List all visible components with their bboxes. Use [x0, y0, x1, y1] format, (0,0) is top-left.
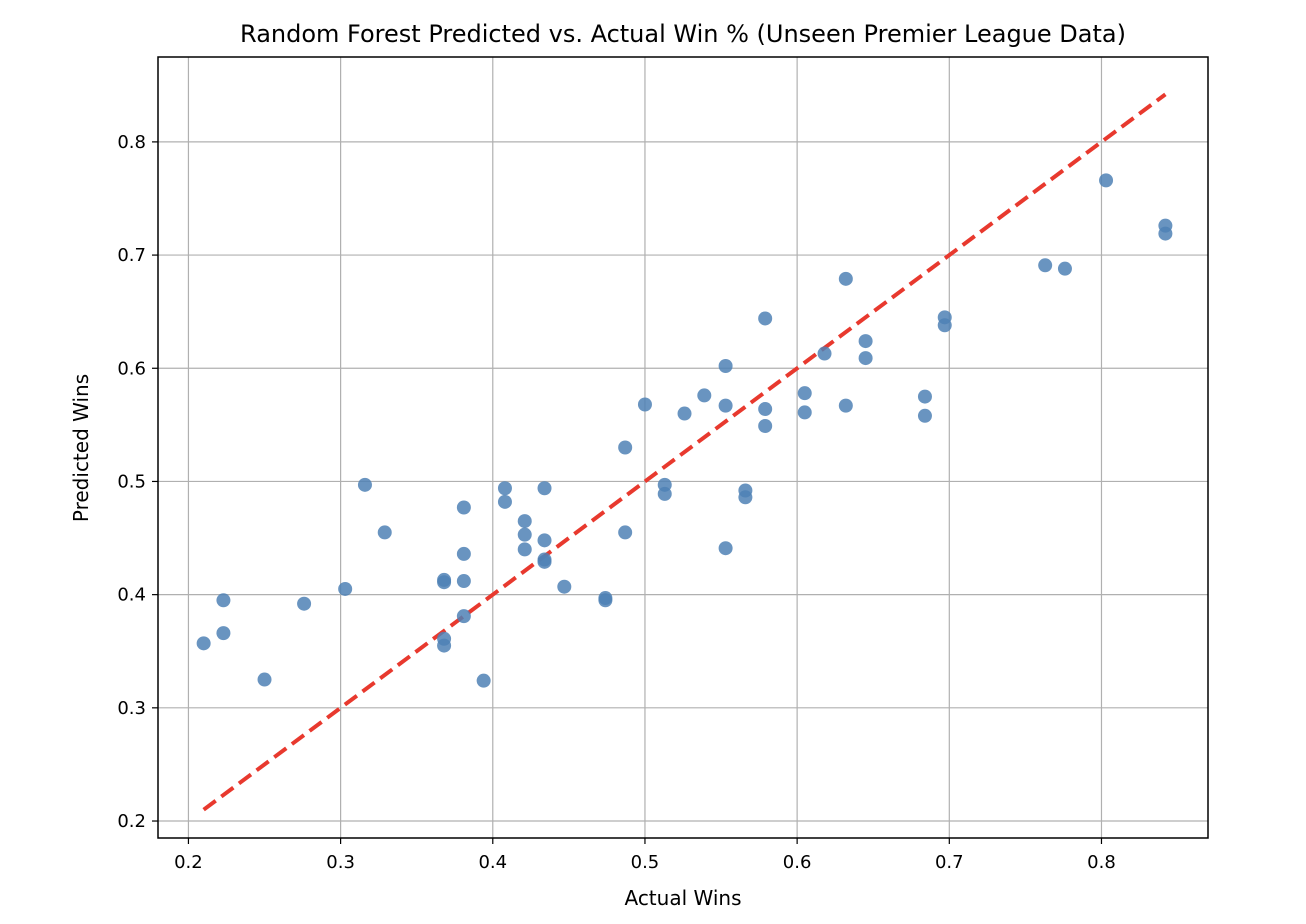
y-tick-label: 0.5: [117, 471, 146, 492]
data-point: [517, 514, 532, 529]
data-point: [738, 490, 753, 505]
data-point: [497, 494, 512, 509]
grid-lines: [158, 57, 1208, 838]
data-point: [657, 486, 672, 501]
data-point: [817, 346, 832, 361]
data-point: [456, 500, 471, 515]
data-point: [297, 596, 312, 611]
data-point: [456, 609, 471, 624]
data-point: [437, 638, 452, 653]
data-point: [377, 525, 392, 540]
data-point: [437, 575, 452, 590]
y-tick-label: 0.7: [117, 245, 146, 266]
reference-line: [202, 92, 1167, 812]
data-point: [1038, 258, 1053, 273]
data-points: [196, 173, 1173, 688]
data-point: [517, 542, 532, 557]
data-point: [1158, 226, 1173, 241]
data-point: [758, 418, 773, 433]
data-point: [257, 672, 272, 687]
data-point: [338, 581, 353, 596]
y-tick-label: 0.2: [117, 811, 146, 832]
x-axis-ticks: 0.2 0.3 0.4 0.5 0.6 0.7 0.8: [174, 838, 1116, 873]
data-point: [196, 636, 211, 651]
data-point: [537, 481, 552, 496]
data-point: [758, 402, 773, 417]
data-point: [216, 626, 231, 641]
x-tick-label: 0.7: [935, 852, 964, 873]
data-point: [1057, 261, 1072, 276]
data-point: [718, 359, 733, 374]
data-point: [697, 388, 712, 403]
data-point: [677, 406, 692, 421]
data-point: [838, 398, 853, 413]
y-tick-label: 0.6: [117, 358, 146, 379]
x-tick-label: 0.5: [631, 852, 660, 873]
data-point: [557, 579, 572, 594]
data-point: [1099, 173, 1114, 188]
reference-line-layer: [202, 92, 1167, 812]
y-tick-label: 0.4: [117, 585, 146, 606]
data-point: [937, 318, 952, 333]
data-point: [718, 398, 733, 413]
x-tick-label: 0.3: [326, 852, 355, 873]
x-tick-label: 0.2: [174, 852, 203, 873]
data-point: [517, 527, 532, 542]
data-point: [456, 574, 471, 589]
y-axis-ticks: 0.2 0.3 0.4 0.5 0.6 0.7 0.8: [117, 132, 158, 832]
data-point: [917, 408, 932, 423]
data-point: [618, 525, 633, 540]
data-point: [357, 477, 372, 492]
data-point: [456, 546, 471, 561]
data-point: [637, 397, 652, 412]
data-point: [537, 554, 552, 569]
y-tick-label: 0.8: [117, 132, 146, 153]
data-point: [838, 271, 853, 286]
y-axis-label: Predicted Wins: [69, 374, 93, 522]
chart-title: Random Forest Predicted vs. Actual Win %…: [240, 20, 1126, 48]
data-point: [598, 593, 613, 608]
x-tick-label: 0.6: [783, 852, 812, 873]
data-point: [618, 440, 633, 455]
data-point: [797, 386, 812, 401]
x-axis-label: Actual Wins: [624, 886, 741, 910]
x-tick-label: 0.4: [478, 852, 507, 873]
data-point: [858, 351, 873, 366]
data-point: [216, 593, 231, 608]
data-point: [718, 541, 733, 556]
data-point: [497, 481, 512, 496]
plot-frame: [157, 56, 1209, 839]
data-point: [537, 533, 552, 548]
data-point: [858, 334, 873, 349]
data-point: [917, 389, 932, 404]
y-tick-label: 0.3: [117, 698, 146, 719]
data-point: [758, 311, 773, 326]
data-point: [476, 673, 491, 688]
x-tick-label: 0.8: [1087, 852, 1116, 873]
data-point: [797, 405, 812, 420]
